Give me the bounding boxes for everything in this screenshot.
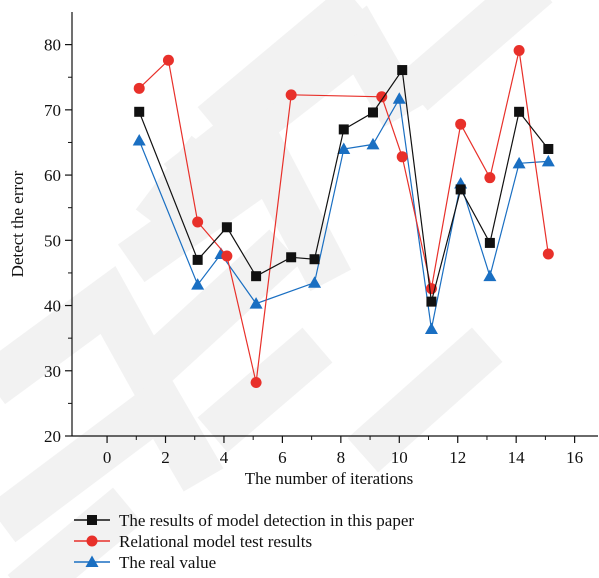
y-tick-label: 60 (44, 166, 61, 185)
y-tick-label: 70 (44, 101, 61, 120)
square-marker (367, 107, 378, 118)
square-marker (192, 254, 203, 265)
x-tick-label: 2 (161, 448, 170, 467)
x-tick-label: 10 (391, 448, 408, 467)
triangle-marker (483, 269, 497, 282)
legend-item: Relational model test results (74, 532, 312, 551)
x-tick-label: 12 (449, 448, 466, 467)
watermark-strokes (0, 0, 553, 578)
circle-marker (86, 535, 98, 547)
legend-label: The real value (119, 553, 216, 572)
x-tick-label: 8 (337, 448, 346, 467)
triangle-marker (308, 276, 322, 288)
triangle-marker (337, 142, 351, 154)
square-marker (397, 65, 408, 76)
square-marker (286, 252, 297, 263)
circle-marker (192, 216, 204, 228)
watermark-stroke (0, 371, 224, 543)
watermark-stroke (135, 135, 229, 238)
y-tick-label: 20 (44, 427, 61, 446)
watermark-stroke (397, 0, 553, 111)
square-marker (309, 254, 320, 265)
watermark-stroke (7, 487, 143, 578)
legend-label: The results of model detection in this p… (119, 511, 414, 530)
triangle-marker (541, 154, 555, 167)
x-tick-label: 6 (278, 448, 287, 467)
x-axis-label: The number of iterations (245, 469, 414, 488)
x-tick-label: 16 (566, 448, 583, 467)
series-square (134, 65, 554, 307)
watermark-stroke (163, 5, 424, 201)
circle-marker (484, 172, 496, 184)
x-tick-label: 4 (220, 448, 229, 467)
square-marker (455, 184, 466, 195)
circle-marker (376, 91, 388, 103)
triangle-marker (191, 278, 205, 290)
watermark-stroke (117, 131, 352, 292)
y-tick-label: 80 (44, 36, 61, 55)
circle-marker (542, 248, 554, 260)
circle-marker (221, 250, 233, 262)
square-marker (338, 124, 349, 135)
chart-legend: The results of model detection in this p… (74, 511, 414, 572)
series-triangle (132, 92, 555, 335)
y-axis-label: Detect the error (8, 170, 27, 277)
watermark-stroke (197, 327, 333, 453)
square-marker (221, 222, 232, 233)
x-tick-label: 14 (508, 448, 526, 467)
circle-marker (396, 151, 408, 163)
circle-marker (513, 44, 525, 56)
triangle-marker (85, 555, 99, 567)
triangle-marker (132, 134, 146, 146)
circle-marker (455, 118, 467, 130)
circle-marker (133, 82, 145, 94)
chart-series (132, 44, 555, 389)
triangle-marker (424, 322, 438, 335)
circle-marker (162, 54, 174, 66)
square-marker (543, 143, 554, 154)
square-marker (251, 271, 262, 282)
square-marker (87, 515, 97, 525)
circle-marker (250, 377, 262, 389)
series-circle (133, 44, 554, 389)
y-tick-label: 30 (44, 362, 61, 381)
y-tick-label: 40 (44, 297, 61, 316)
square-marker (134, 106, 145, 117)
square-marker (484, 237, 495, 248)
triangle-marker (249, 297, 263, 309)
series-line (138, 68, 549, 302)
x-tick-label: 0 (103, 448, 112, 467)
y-tick-label: 50 (44, 231, 61, 250)
watermark-stroke (347, 327, 503, 473)
triangle-marker (512, 156, 526, 169)
triangle-marker (366, 137, 380, 150)
watermark-stroke (197, 0, 373, 143)
circle-marker (285, 89, 297, 101)
square-marker (426, 296, 437, 307)
retracted-watermark (0, 0, 553, 578)
chart-axes: 20 30 40 50 60 70 80 0 2 4 6 8 10 12 14 16 (44, 12, 598, 467)
watermark-stroke (0, 229, 301, 409)
square-marker (514, 106, 525, 117)
legend-item: The results of model detection in this p… (74, 511, 414, 530)
triangle-marker (392, 92, 406, 104)
legend-label: Relational model test results (119, 532, 312, 551)
legend-item: The real value (74, 553, 216, 572)
